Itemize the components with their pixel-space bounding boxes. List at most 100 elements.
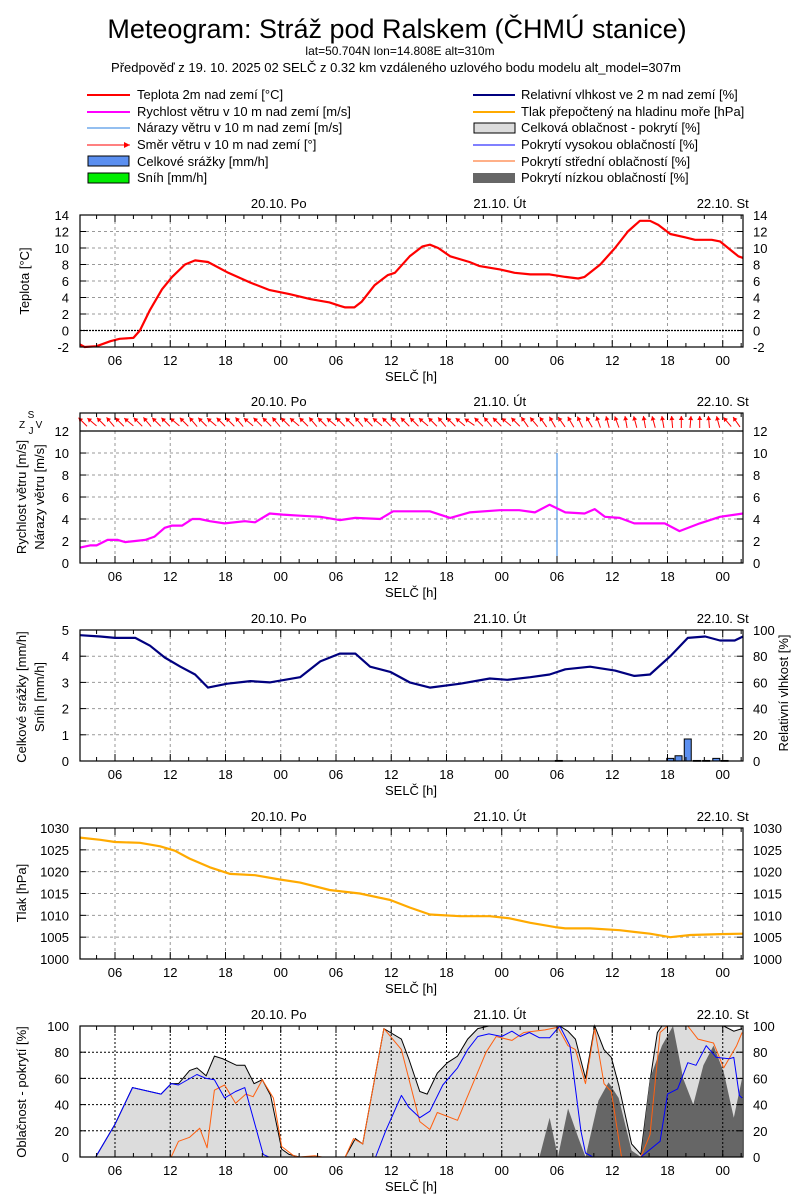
- day-label: 21.10. Út: [473, 394, 526, 409]
- wind-arrow-head: [678, 416, 684, 420]
- hour-tick-label: 18: [218, 767, 232, 782]
- snow-axis-title: Sníh [mm/h]: [32, 662, 47, 732]
- hour-tick-label: 18: [660, 767, 674, 782]
- y-tick-label: 1020: [40, 865, 69, 880]
- wind-arrow-head: [179, 417, 185, 423]
- wind-arrow-icon: [179, 417, 189, 427]
- pressure-panel: 06 12 18 00 06 12 18 00 06 12 18 00 SELČ [h] 20.10. P…: [40, 809, 782, 996]
- day-label: 20.10. Po: [251, 809, 307, 824]
- wind-arrow-head: [623, 416, 629, 421]
- wind-arrow-icon: [732, 416, 741, 428]
- hour-tick-label: 06: [550, 767, 564, 782]
- plot-frame: [79, 1025, 744, 1158]
- hour-tick-label: 18: [439, 353, 453, 368]
- hour-tick-label: 06: [550, 965, 564, 980]
- wind-arrow-head: [272, 417, 277, 423]
- y-tick-label: 8: [62, 258, 69, 273]
- legend-low-cloud-box-icon: [473, 173, 515, 183]
- humidity-axis-title: Relativní vlhkost [%]: [776, 634, 791, 751]
- wind-arrow-head: [355, 417, 360, 423]
- legend: Teplota 2m nad zemí [°C] Rychlost větru …: [87, 87, 744, 185]
- compass-north: S: [28, 410, 35, 421]
- hour-tick-label: 18: [218, 965, 232, 980]
- y-tick-label: 1025: [40, 843, 69, 858]
- hour-tick-label: 00: [274, 353, 288, 368]
- hour-tick-label: 06: [108, 353, 122, 368]
- wind-arrow-icon: [446, 417, 456, 427]
- legend-label: Pokrytí nízkou oblačností [%]: [521, 170, 689, 185]
- wind-arrow-head: [604, 416, 610, 421]
- day-label: 22.10. St: [697, 611, 749, 626]
- forecast-info: Předpověď z 19. 10. 2025 02 SELČ z 0.32 …: [111, 60, 681, 75]
- hour-tick-label: 12: [163, 569, 177, 584]
- wind-arrow-head: [124, 418, 129, 423]
- wind-arrow-head: [317, 417, 323, 423]
- hour-tick-label: 00: [495, 965, 509, 980]
- wind-arrow-icon: [133, 417, 143, 427]
- wind-arrow-icon: [225, 417, 235, 427]
- wind-arrow-head: [650, 416, 656, 421]
- wind-arrow-head: [106, 417, 112, 423]
- hour-tick-label: 12: [384, 965, 398, 980]
- legend-label: Celková oblačnost - pokrytí [%]: [521, 120, 700, 135]
- wind-arrow-head: [660, 416, 666, 421]
- y-tick-label-right: 80: [753, 649, 767, 664]
- legend-label: Rychlost větru v 10 m nad zemí [m/s]: [137, 104, 351, 119]
- y-tick-label-right: 6: [753, 274, 760, 289]
- wind-arrow-head: [530, 417, 535, 423]
- hour-tick-label: 06: [329, 1163, 343, 1178]
- hour-tick-label: 00: [716, 353, 730, 368]
- x-axis-title: SELČ [h]: [385, 369, 437, 384]
- y-tick-label-right: 10: [753, 446, 767, 461]
- wind-gust-axis-title: Nárazy větru [m/s]: [32, 444, 47, 549]
- legend-label: Pokrytí vysokou oblačností [%]: [521, 137, 698, 152]
- y-tick-label: 80: [55, 1045, 69, 1060]
- wind-arrow-icon: [650, 416, 656, 428]
- wind-arrow-icon: [697, 416, 703, 428]
- wind-arrow-icon: [206, 417, 217, 427]
- y-tick-label: 12: [55, 225, 69, 240]
- legend-snow-box-icon: [87, 172, 130, 184]
- wind-arrow-icon: [492, 417, 502, 427]
- y-tick-label: 6: [62, 274, 69, 289]
- x-axis-title: SELČ [h]: [385, 783, 437, 798]
- y-tick-label: 0: [62, 1150, 69, 1165]
- wind-arrow-icon: [464, 418, 475, 426]
- legend-label: Nárazy větru v 10 m nad zemí [m/s]: [137, 120, 342, 135]
- wind-arrow-icon: [114, 417, 125, 427]
- hour-tick-label: 18: [660, 353, 674, 368]
- y-tick-label-right: 100: [753, 623, 775, 638]
- hour-tick-label: 06: [550, 1163, 564, 1178]
- wind-arrow-head: [326, 418, 332, 423]
- hour-tick-label: 12: [605, 965, 619, 980]
- wind-arrow-head: [115, 417, 120, 423]
- day-label: 21.10. Út: [473, 611, 526, 626]
- grid: [80, 629, 743, 761]
- hour-tick-label: 18: [439, 767, 453, 782]
- legend-precipitation-box-icon: [87, 155, 130, 167]
- hour-tick-label: 12: [384, 353, 398, 368]
- wind-arrow-icon: [216, 417, 226, 427]
- day-label: 20.10. Po: [251, 611, 307, 626]
- precipitation-axis-title: Celkové srážky [mm/h]: [14, 631, 29, 762]
- plot-frame: [79, 412, 744, 564]
- wind-arrow-head: [733, 417, 738, 422]
- day-label: 22.10. St: [697, 809, 749, 824]
- y-tick-label: 2: [62, 534, 69, 549]
- y-tick-label-right: 8: [753, 468, 760, 483]
- day-label: 21.10. Út: [473, 1007, 526, 1022]
- y-tick-label-right: 60: [753, 1071, 767, 1086]
- y-tick-label-right: 20: [753, 1124, 767, 1139]
- y-tick-label-right: 1025: [753, 843, 782, 858]
- wind-arrow-head: [382, 417, 387, 423]
- wind-arrow-icon: [308, 417, 318, 427]
- legend-total-cloud-box-icon: [473, 122, 516, 134]
- y-tick-label: 3: [62, 675, 69, 690]
- wind-arrow-icon: [632, 416, 638, 428]
- x-axis-title: SELČ [h]: [385, 1179, 437, 1194]
- hour-tick-label: 06: [108, 767, 122, 782]
- hour-tick-label: 12: [605, 1163, 619, 1178]
